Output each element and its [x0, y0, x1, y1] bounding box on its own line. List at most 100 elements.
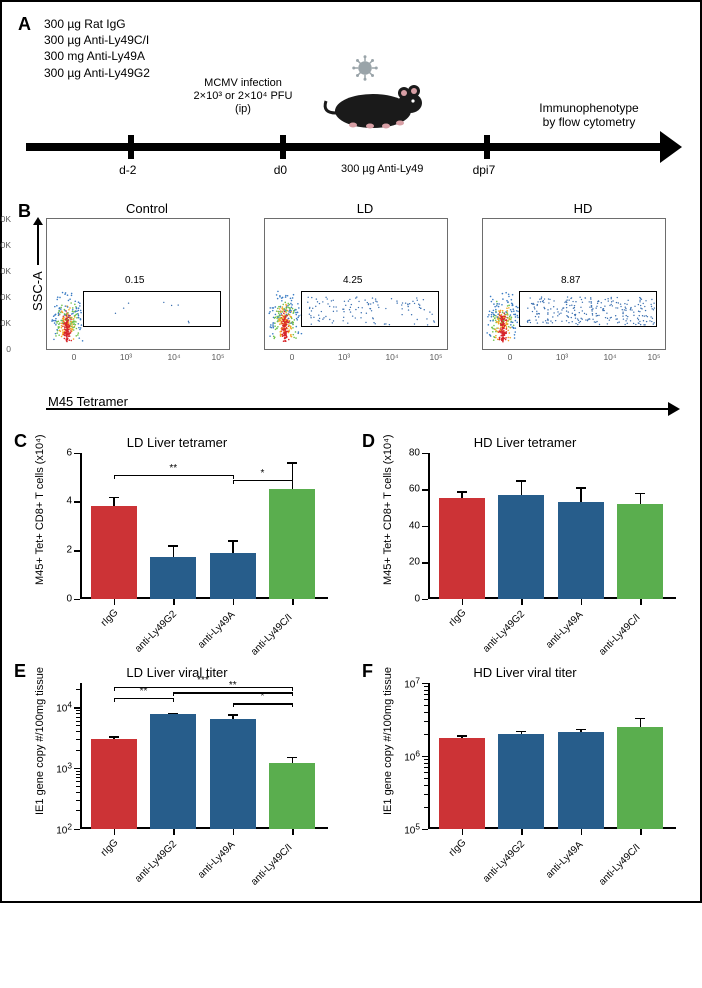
y-minor-tick	[424, 734, 428, 735]
error-cap	[457, 491, 467, 493]
x-tick-label: 0	[508, 352, 513, 362]
bar	[617, 727, 663, 829]
x-tick-label: anti-Ly49A	[196, 610, 230, 644]
gate-value: 0.15	[125, 275, 144, 286]
significance-drop	[292, 703, 293, 707]
flow-plot: LD4.25010³10⁴10⁵	[264, 201, 466, 366]
timeline-tick	[280, 135, 286, 159]
error-cap	[228, 540, 238, 542]
error-bar	[521, 480, 523, 495]
infection-line1: MCMV infection	[183, 77, 303, 90]
y-minor-tick	[76, 750, 80, 751]
error-cap	[576, 729, 586, 731]
significance-label: **	[169, 463, 177, 474]
x-tick	[581, 829, 583, 835]
x-tick-label: anti-Ly49C/I	[597, 843, 635, 881]
y-minor-tick	[76, 781, 80, 782]
treatment-item: 300 µg Anti-Ly49C/I	[44, 32, 684, 48]
bar	[269, 489, 315, 599]
x-tick-label: 10³	[556, 352, 568, 362]
x-tick-label: anti-Ly49A	[544, 610, 578, 644]
error-cap	[287, 462, 297, 464]
y-tick-label: 200K	[0, 241, 11, 250]
y-axis-line	[80, 453, 82, 599]
bar-chart: 020406080rIgGanti-Ly49G2anti-Ly49Aanti-L…	[428, 453, 676, 599]
arrow-icon	[37, 225, 39, 265]
panel-d: DHD Liver tetramerM45+ Tet+ CD8+ T cells…	[366, 435, 684, 655]
y-minor-tick	[424, 694, 428, 695]
y-tick-label: 80	[394, 447, 420, 458]
x-tick	[173, 829, 175, 835]
flow-x-axis: M45 Tetramer	[46, 399, 684, 417]
x-tick	[292, 829, 294, 835]
timeline-tick-label: dpi7	[473, 163, 496, 177]
y-tick	[74, 829, 80, 831]
y-minor-tick	[424, 699, 428, 700]
y-minor-tick	[76, 774, 80, 775]
x-tick-label: 10⁴	[167, 352, 180, 362]
error-cap	[635, 718, 645, 720]
x-ticks: 010³10⁴10⁵	[46, 352, 248, 366]
x-arrow-line	[46, 408, 668, 410]
y-minor-tick	[76, 771, 80, 772]
significance-drop	[233, 475, 234, 479]
y-tick-label: 0	[394, 593, 420, 604]
y-minor-tick	[424, 712, 428, 713]
panel-f: FHD Liver viral titerIE1 gene copy #/100…	[366, 665, 684, 885]
y-axis-line	[80, 683, 82, 829]
panel-label: F	[362, 661, 373, 682]
significance-drop	[292, 480, 293, 484]
panel-b-label: B	[18, 201, 31, 222]
y-minor-tick	[424, 721, 428, 722]
x-tick-label: anti-Ly49C/I	[597, 613, 635, 651]
significance-drop	[173, 692, 174, 696]
significance-label: ***	[197, 675, 209, 686]
error-cap	[168, 713, 178, 715]
bar-chart: 102103104rIgGanti-Ly49G2anti-Ly49Aanti-L…	[80, 683, 328, 829]
y-minor-tick	[76, 786, 80, 787]
x-tick-label: anti-Ly49G2	[481, 839, 519, 877]
plot-title: Control	[46, 201, 248, 216]
y-minor-tick	[424, 690, 428, 691]
x-tick-label: anti-Ly49G2	[133, 609, 171, 647]
significance-line	[233, 703, 293, 704]
bar	[91, 739, 137, 828]
bar	[439, 738, 485, 829]
x-tick-label: 10⁴	[385, 352, 398, 362]
error-bar	[292, 462, 294, 489]
y-tick-label: 2	[46, 545, 72, 556]
panel-label: D	[362, 431, 375, 452]
y-minor-tick	[76, 717, 80, 718]
bar-chart-grid: CLD Liver tetramerM45+ Tet+ CD8+ T cells…	[18, 435, 684, 885]
readout-line1: Immunophenotype	[524, 101, 654, 115]
significance-line	[173, 692, 292, 693]
y-tick	[74, 501, 80, 503]
y-tick-label: 0	[6, 345, 11, 354]
y-minor-tick	[424, 767, 428, 768]
timeline-tick	[484, 135, 490, 159]
readout-label: Immunophenotype by flow cytometry	[524, 101, 654, 130]
x-tick-label: anti-Ly49A	[196, 840, 230, 874]
y-axis-line	[428, 453, 430, 599]
error-bar	[173, 545, 175, 557]
x-tick	[640, 599, 642, 605]
x-axis-label: M45 Tetramer	[48, 394, 128, 409]
y-tick-label: 100K	[0, 293, 11, 302]
y-minor-tick	[76, 725, 80, 726]
bar	[558, 502, 604, 599]
x-tick	[581, 599, 583, 605]
gate-box	[301, 291, 439, 327]
y-tick-label: 150K	[0, 267, 11, 276]
significance-drop	[233, 480, 234, 484]
x-tick-label: rIgG	[447, 838, 461, 852]
bar	[210, 719, 256, 829]
bar	[150, 557, 196, 598]
y-minor-tick	[424, 772, 428, 773]
y-minor-tick	[76, 689, 80, 690]
x-tick-label: 10³	[120, 352, 132, 362]
bar	[498, 734, 544, 829]
timeline-tick	[128, 135, 134, 159]
y-tick-label: 4	[46, 496, 72, 507]
x-tick	[114, 599, 116, 605]
y-axis-label: IE1 gene copy #/100mg tissue	[382, 667, 394, 815]
